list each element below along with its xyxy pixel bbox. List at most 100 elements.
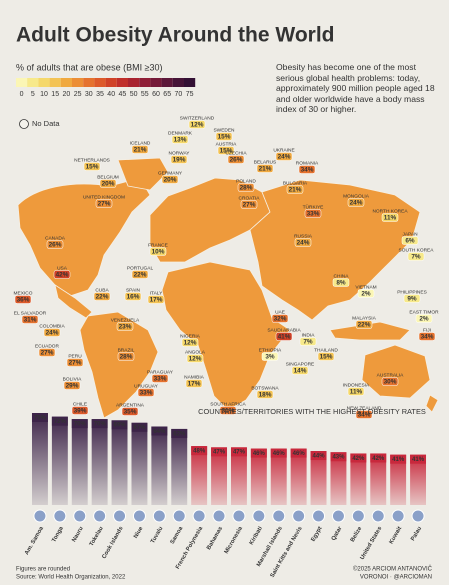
greenland <box>117 157 169 191</box>
bar-value-label: 42% <box>372 456 385 462</box>
country-fill <box>170 155 188 164</box>
bar <box>131 422 148 505</box>
country-value: 39% <box>74 407 87 414</box>
country-value: 30% <box>384 378 397 385</box>
bar-category-label: Tonga <box>51 525 65 543</box>
bar-value-label: 43% <box>332 455 345 461</box>
legend-swatch <box>184 78 196 87</box>
country-name: SAUDI ARABIA <box>267 327 301 333</box>
country-name: BOLIVIA <box>63 376 82 382</box>
continents <box>17 157 439 419</box>
bar-category-label: Tuvalu <box>150 525 165 544</box>
country-name: AUSTRALIA <box>377 372 404 378</box>
flag <box>272 509 286 523</box>
country-fill <box>93 292 111 301</box>
country-fill <box>347 198 365 207</box>
bar <box>390 454 407 505</box>
country-fill <box>401 236 419 245</box>
country-value: 22% <box>96 293 109 300</box>
country-name: JAPAN <box>402 231 418 237</box>
legend-swatch <box>116 78 128 87</box>
country-name: NORTH KOREA <box>372 208 408 214</box>
legend-swatch <box>150 78 162 87</box>
country-name: BELGIUM <box>97 174 119 180</box>
country-name: NAMIBIA <box>184 374 205 380</box>
country-name: UAE <box>275 309 285 315</box>
country-fill <box>95 199 113 208</box>
country-name: SWEDEN <box>213 127 235 133</box>
country-fill <box>418 332 436 341</box>
bar <box>350 453 367 505</box>
asia <box>249 179 421 321</box>
legend-tick-label: 55 <box>141 91 149 98</box>
country-fill <box>38 348 56 357</box>
country-value: 22% <box>134 271 147 278</box>
country-value: 24% <box>350 199 363 206</box>
country-value: 42% <box>56 271 69 278</box>
country-name: SPAIN <box>126 287 141 293</box>
country-fill <box>237 183 255 192</box>
country-fill <box>256 164 274 173</box>
country-fill <box>131 145 149 154</box>
bar <box>270 448 287 505</box>
bar-chart-title: COUNTRIES/TERRITORIES WITH THE HIGHEST O… <box>198 407 426 416</box>
country-value: 27% <box>243 201 256 208</box>
country-fill <box>357 289 375 298</box>
bar-category-label: Nauru <box>71 525 85 543</box>
bar <box>230 447 247 505</box>
legend-swatch <box>128 78 140 87</box>
legend-tick-label: 45 <box>119 91 127 98</box>
country-value: 16% <box>127 293 140 300</box>
country-name: ETHIOPIA <box>259 347 282 353</box>
country-fill <box>286 185 304 194</box>
legend-swatch <box>49 78 61 87</box>
country-value: 27% <box>98 200 111 207</box>
bar <box>410 454 427 505</box>
country-name: ARGENTINA <box>116 402 145 408</box>
country-fill <box>14 295 32 304</box>
country-name: UKRAINE <box>273 147 294 153</box>
bar-value-label: 47% <box>213 450 226 456</box>
country-name: PERU <box>68 353 82 359</box>
country-fill <box>317 352 335 361</box>
flag <box>73 509 87 523</box>
country-fill <box>181 338 199 347</box>
country-name: INDONESIA <box>343 382 370 388</box>
country-name: MEXICO <box>14 290 33 296</box>
country-fill <box>271 314 289 323</box>
flag <box>152 509 166 523</box>
country-fill <box>355 320 373 329</box>
country-fill <box>304 209 322 218</box>
country-fill <box>403 294 421 303</box>
flag <box>33 509 47 523</box>
country-fill <box>46 240 64 249</box>
australia <box>361 344 431 399</box>
bar-category-label: Micronesia <box>224 525 245 555</box>
bar-label-box <box>51 416 68 426</box>
country-fill <box>43 328 61 337</box>
bar-value-label: 44% <box>313 453 326 459</box>
legend-tick-label: 60 <box>152 91 160 98</box>
country-fill <box>381 377 399 386</box>
bar-label-box <box>250 448 267 458</box>
country-value: 28% <box>120 353 133 360</box>
country-fill <box>381 213 399 222</box>
country-name: PHILIPPINES <box>397 289 427 295</box>
bar <box>171 428 188 505</box>
country-fill <box>151 374 169 383</box>
country-fill <box>355 410 373 419</box>
bar-value-label: 64% <box>153 429 166 435</box>
country-fill <box>332 278 350 287</box>
bar-category-label: Samoa <box>170 525 185 545</box>
legend-tick-label: 40 <box>107 91 115 98</box>
country-value: 15% <box>86 163 99 170</box>
country-fill <box>294 238 312 247</box>
legend-swatch <box>105 78 117 87</box>
title: Adult Obesity Around the World <box>16 24 335 47</box>
country-fill <box>347 387 365 396</box>
country-value: 2% <box>361 290 371 297</box>
description: Obesity has become one of the most serio… <box>276 62 435 114</box>
flag <box>93 509 107 523</box>
